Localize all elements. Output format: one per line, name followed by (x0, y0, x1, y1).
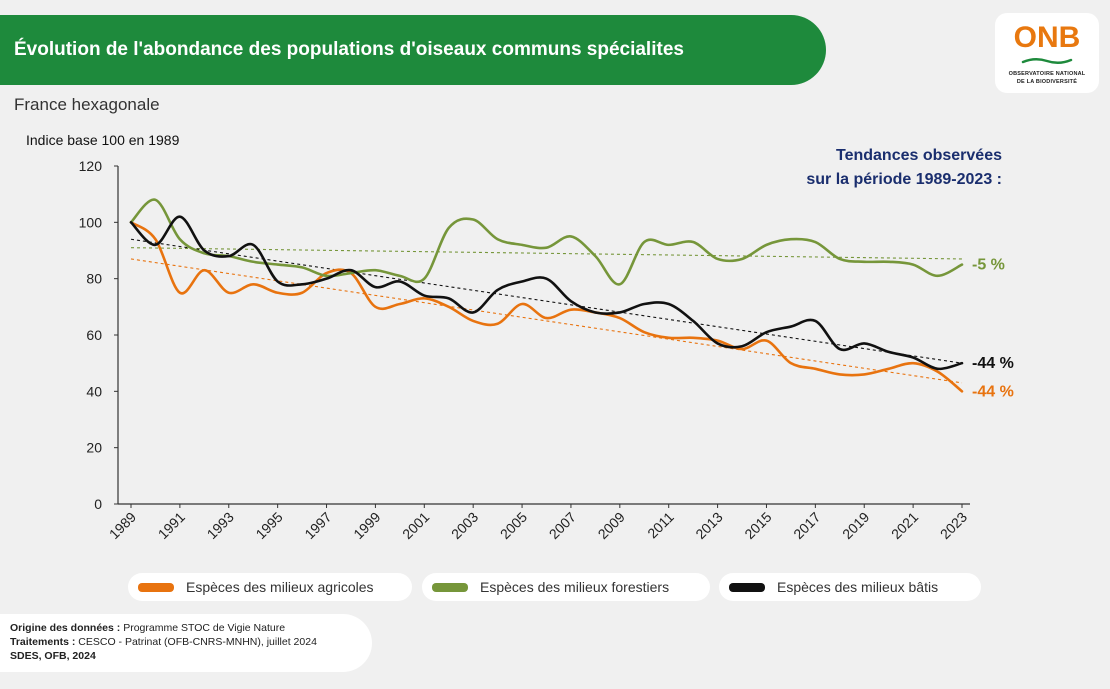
x-tick-label: 2017 (790, 509, 823, 542)
x-tick-label: 2003 (448, 509, 481, 542)
source-processing: Traitements : CESCO - Patrinat (OFB-CNRS… (10, 636, 317, 648)
source-origin: Origine des données : Programme STOC de … (10, 622, 285, 634)
y-tick-label: 60 (86, 327, 102, 343)
x-tick-label: 2021 (888, 509, 921, 542)
x-tick-label: 2019 (839, 509, 872, 542)
x-tick-label: 1995 (252, 509, 285, 542)
title-banner: Évolution de l'abondance des populations… (0, 15, 826, 85)
x-tick-label: 2001 (399, 509, 432, 542)
trend-line-agricole (130, 258, 963, 384)
trend-heading: Tendances observées sur la période 1989-… (806, 144, 1002, 192)
logo-wordmark: ONB (1013, 21, 1081, 54)
series-lines (129, 198, 964, 393)
y-tick-label: 40 (86, 383, 102, 399)
series-line-bati (129, 215, 964, 371)
logo-line-2: DE LA BIODIVERSITÉ (1016, 79, 1078, 85)
onb-logo: ONB OBSERVATOIRE NATIONAL DE LA BIODIVER… (995, 13, 1099, 93)
legend-label-bati: Espèces des milieux bâtis (777, 579, 939, 595)
x-tick-label: 1989 (106, 509, 139, 542)
legend-item-forestier: Espèces des milieux forestiers (422, 573, 710, 601)
legend-item-agricole: Espèces des milieux agricoles (128, 573, 412, 601)
x-tick-label: 2023 (937, 509, 970, 542)
x-tick-label: 2009 (595, 509, 628, 542)
trend-label-bati: -44 % (972, 355, 1014, 372)
source-origin-value: Programme STOC de Vigie Nature (123, 622, 286, 634)
source-processing-value: CESCO - Patrinat (OFB-CNRS-MNHN), juille… (78, 636, 317, 648)
trend-line-bati (130, 238, 963, 364)
trend-label-agricole: -44 % (972, 383, 1014, 400)
y-tick-label: 20 (86, 440, 102, 456)
x-tick-label: 2015 (741, 509, 774, 542)
trend-lines (130, 238, 963, 384)
series-line-forestier (129, 198, 964, 286)
y-tick-label: 80 (86, 271, 102, 287)
y-tick-label: 0 (94, 496, 102, 512)
logo-wave-icon (1021, 58, 1073, 64)
y-tick-label: 120 (79, 158, 103, 174)
trend-heading-line-1: Tendances observées (835, 147, 1002, 164)
legend-label-forestier: Espèces des milieux forestiers (480, 579, 670, 595)
subtitle: France hexagonale (14, 95, 160, 114)
legend-swatch-bati (729, 583, 765, 592)
y-tick-label: 100 (79, 214, 103, 230)
x-tick-label: 2005 (497, 509, 530, 542)
series-line-agricole (129, 221, 964, 393)
trend-labels: -44 % -5 % -44 % (972, 257, 1014, 401)
x-tick-label: 1997 (301, 509, 334, 542)
x-tick-label: 1993 (204, 509, 237, 542)
y-axis-label: Indice base 100 en 1989 (26, 132, 180, 148)
source-processing-label: Traitements : (10, 636, 76, 648)
logo-line-1: OBSERVATOIRE NATIONAL (1008, 71, 1086, 77)
trend-line-forestier (130, 247, 963, 260)
legend-label-agricole: Espèces des milieux agricoles (186, 579, 374, 595)
trend-heading-line-2: sur la période 1989-2023 : (806, 171, 1002, 188)
source-origin-label: Origine des données : (10, 622, 121, 634)
legend-swatch-agricole (138, 583, 174, 592)
source-credit: SDES, OFB, 2024 (10, 650, 96, 662)
page-title: Évolution de l'abondance des populations… (14, 39, 684, 60)
x-tick-label: 1991 (155, 509, 188, 542)
trend-label-forestier: -5 % (972, 257, 1005, 274)
axes: 0 20 40 60 80 100 120 1989 1991 1993 1995 1997 1999 2… (79, 158, 971, 542)
x-tick-label: 2007 (546, 509, 579, 542)
x-tick-label: 2013 (692, 509, 725, 542)
x-tick-label: 2011 (644, 509, 677, 542)
x-tick-label: 1999 (350, 509, 383, 542)
legend-item-bati: Espèces des milieux bâtis (719, 573, 981, 601)
source-box: Origine des données : Programme STOC de … (0, 614, 372, 672)
legend-swatch-forestier (432, 583, 468, 592)
source-credit-text: SDES, OFB, 2024 (10, 650, 96, 662)
